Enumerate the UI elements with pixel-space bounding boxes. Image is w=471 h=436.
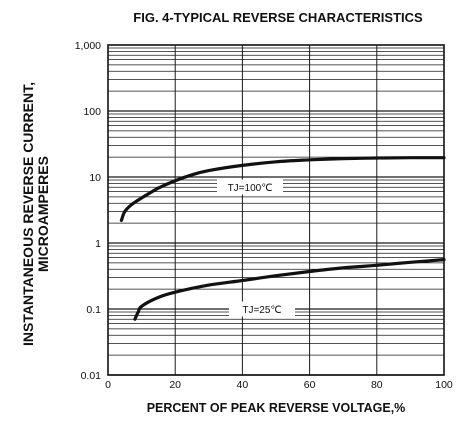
series-layer: TJ=100℃ TJ=25℃ bbox=[119, 156, 446, 321]
x-tick-label: 60 bbox=[304, 379, 316, 391]
y-tick-label: 1 bbox=[95, 238, 101, 250]
series-line-2 bbox=[133, 258, 446, 321]
plot-frame bbox=[107, 44, 445, 376]
x-tick-label: 100 bbox=[435, 379, 453, 391]
series-label: TJ=25℃ bbox=[242, 305, 281, 316]
y-axis-title-line-1: INSTANTANEOUS REVERSE CURRENT, bbox=[20, 82, 36, 346]
series-label-bg bbox=[217, 179, 283, 195]
chart-title: FIG. 4-TYPICAL REVERSE CHARACTERISTICS bbox=[133, 10, 423, 25]
x-tick-label: 80 bbox=[371, 379, 383, 391]
series-line-1 bbox=[119, 156, 446, 222]
series-label-bg bbox=[229, 301, 295, 317]
y-tick-label: 0.1 bbox=[86, 304, 101, 316]
series-label: TJ=100℃ bbox=[228, 183, 273, 194]
y-tick-label: 0.01 bbox=[81, 370, 102, 382]
x-axis-title: PERCENT OF PEAK REVERSE VOLTAGE,% bbox=[147, 401, 406, 415]
x-tick-label: 20 bbox=[169, 379, 181, 391]
grid bbox=[107, 44, 445, 376]
y-tick-label: 100 bbox=[83, 106, 101, 118]
y-tick-label: 1,000 bbox=[75, 40, 101, 52]
y-tick-label: 10 bbox=[89, 172, 101, 184]
axis-ticks: 0.01 0.1 1 10 100 1,000 0 20 40 60 80 100 bbox=[75, 40, 453, 391]
x-tick-label: 40 bbox=[237, 379, 249, 391]
x-tick-label: 0 bbox=[105, 379, 111, 391]
y-axis-title-line-2: MICROAMPERES bbox=[35, 156, 51, 272]
